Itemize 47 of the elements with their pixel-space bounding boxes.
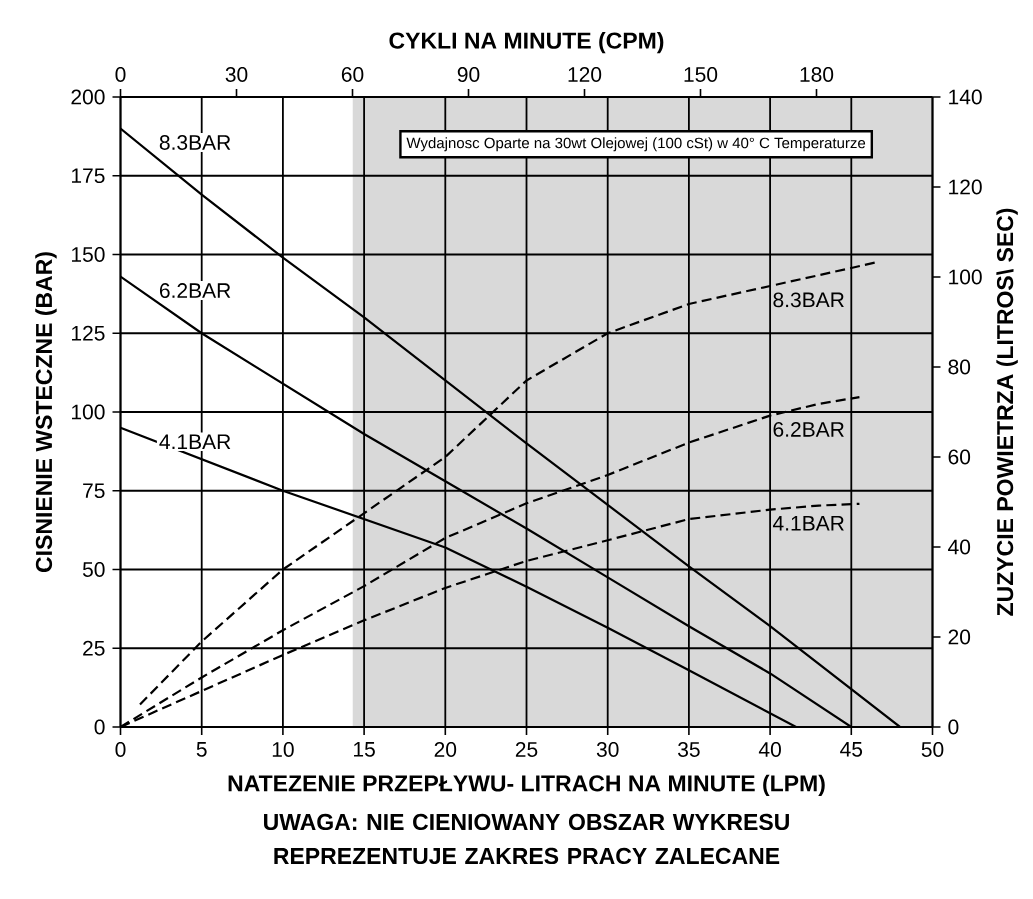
x-tick-label: 40 — [758, 742, 781, 757]
y-tick-label: 50 — [82, 562, 105, 577]
y2-tick-label: 0 — [948, 719, 959, 735]
y-tick-label: 125 — [72, 325, 105, 341]
series-label: 6.2BAR — [773, 422, 844, 437]
x-tick-label: 35 — [678, 742, 700, 757]
y-tick-label: 0 — [94, 719, 105, 735]
annotation: Wydajnosc Oparte na 30wt Olejowej (100 cSt) w 40° C Temperaturze — [406, 137, 866, 152]
y-tick-label: 25 — [83, 640, 105, 656]
series-label: 4.1BAR — [159, 434, 231, 449]
x2-tick-label: 90 — [457, 67, 480, 82]
x-tick-label: 50 — [921, 742, 944, 757]
x-tick-label: 20 — [434, 742, 457, 757]
x-tick-label: 5 — [196, 742, 207, 757]
x-axis-title: NATEZENIE PRZEPŁYWU- LITRACH NA MINUTE (LPM) — [228, 774, 825, 797]
text: UWAGA: NIE CIENIOWANY OBSZAR WYKRESU REPREZENTUJE ZAKRES PRACY ZALECANE — [264, 813, 789, 865]
y-axis-title: CISNIENIE WSTECZNE (BAR) — [35, 252, 57, 573]
series-label: 6.2BAR — [159, 283, 231, 298]
x2-tick-label: 0 — [115, 67, 126, 82]
y2-tick-label: 80 — [948, 359, 971, 375]
x2-axis-title: CYKLI NA MINUTE (CPM) — [389, 31, 664, 54]
y2-tick-label: 40 — [948, 539, 971, 555]
x-tick-label: 45 — [840, 742, 863, 757]
x2-tick-label: 120 — [568, 67, 602, 82]
x-tick-label: 30 — [596, 742, 619, 757]
x-tick-label: 15 — [354, 742, 375, 757]
y2-tick-label: 140 — [949, 89, 982, 105]
x2-tick-label: 60 — [341, 67, 364, 82]
x2-tick-label: 150 — [684, 67, 718, 82]
x-tick-label: 10 — [272, 742, 294, 757]
x-tick-label: 25 — [515, 742, 538, 757]
y-tick-label: 175 — [72, 168, 105, 184]
y2-tick-label: 100 — [949, 269, 982, 285]
series-label: 8.3BAR — [773, 292, 844, 308]
x-tick-label: 0 — [115, 742, 126, 757]
y-tick-label: 150 — [72, 247, 105, 262]
series-label: 8.3BAR — [159, 135, 231, 150]
y-tick-label: 75 — [83, 483, 105, 499]
series-label: 4.1BAR — [772, 516, 844, 531]
y2-tick-label: 20 — [948, 629, 971, 645]
y-tick-label: 100 — [72, 404, 105, 420]
x2-tick-label: 30 — [225, 67, 248, 82]
y2-axis-title: ZUZYCIE POWIETRZA (LITROS\ SEC) — [996, 208, 1018, 616]
y-tick-label: 200 — [71, 89, 105, 105]
y2-tick-label: 120 — [949, 179, 982, 195]
x2-tick-label: 180 — [800, 67, 834, 82]
y2-tick-label: 60 — [948, 449, 971, 465]
